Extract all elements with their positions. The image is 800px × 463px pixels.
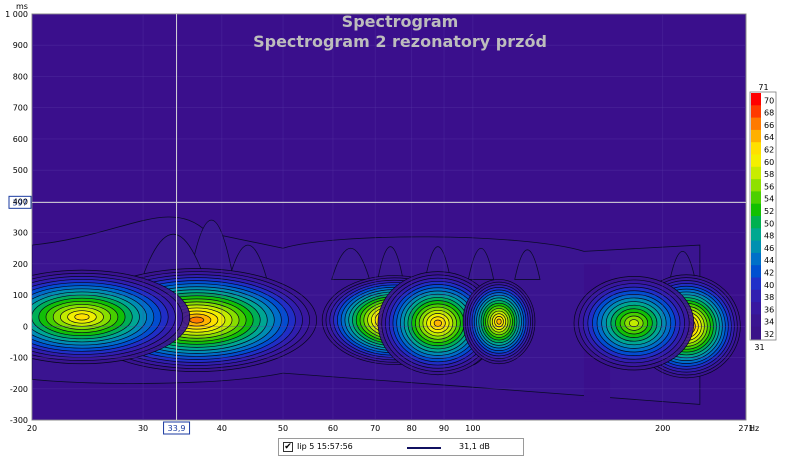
colorbar-swatch — [751, 228, 761, 242]
colorbar-tick-label: 68 — [764, 109, 774, 118]
colorbar-swatch — [751, 265, 761, 278]
cursor-x-readout-box — [163, 421, 191, 435]
y-tick-label: 300 — [13, 229, 28, 238]
colorbar-swatch — [751, 117, 761, 131]
colorbar-tick-label: 64 — [764, 133, 774, 142]
x-tick-label: 90 — [439, 424, 449, 433]
y-tick-label: -100 — [10, 354, 28, 363]
contour-ring — [74, 313, 90, 321]
y-tick-label: 500 — [13, 166, 28, 175]
colorbar-frame — [749, 91, 777, 341]
colorbar-swatch — [751, 166, 761, 180]
grid-lines — [32, 14, 746, 420]
colorbar-tick-label: 54 — [764, 195, 774, 204]
colorbar-tick-label: 50 — [764, 219, 774, 228]
colorbar-swatch — [751, 179, 761, 192]
y-axis-unit: ms — [16, 2, 28, 11]
y-tick-label: 1 000 — [5, 10, 28, 19]
colorbar: 71 70 68 66 64 62 60 58 56 54 52 50 48 46 44 42 40 38 36 34… — [749, 83, 777, 352]
colorbar-tick-label: 56 — [764, 182, 774, 191]
x-tick-label: 20 — [27, 424, 37, 433]
colorbar-tick-label: 42 — [764, 269, 774, 278]
x-tick-label: 200 — [655, 424, 670, 433]
y-tick-label: 600 — [13, 135, 28, 144]
colorbar-tick-label: 52 — [764, 207, 774, 216]
colorbar-swatch — [751, 93, 761, 106]
colorbar-swatch — [751, 277, 761, 291]
x-tick-label: 50 — [278, 424, 288, 433]
y-tick-label: 700 — [13, 104, 28, 113]
colorbar-tick-label: 38 — [764, 293, 774, 302]
x-tick-label: 80 — [407, 424, 417, 433]
colorbar-tick-label: 32 — [764, 330, 774, 339]
x-tick-label: 60 — [328, 424, 338, 433]
y-tick-label: 0 — [23, 322, 28, 331]
chart-title: Spectrogram — [342, 12, 459, 31]
x-tick-label: 271 — [738, 424, 753, 433]
axes: 1 0009008007006005004003002001000-100-20… — [5, 10, 754, 433]
x-tick-label: 30 — [138, 424, 148, 433]
x-tick-label: 40 — [217, 424, 227, 433]
colorbar-swatch — [751, 302, 761, 315]
y-tick-label: -300 — [10, 416, 28, 425]
colorbar-tick-label: 36 — [764, 305, 774, 314]
colorbar-swatch — [751, 191, 761, 205]
y-tick-label: 400 — [13, 197, 28, 206]
cursor[interactable]: 397 33,9 — [8, 14, 746, 435]
y-tick-label: 100 — [13, 291, 28, 300]
contour-ring — [189, 316, 205, 324]
plot-content — [32, 216, 741, 405]
legend-series-line — [407, 447, 441, 449]
colorbar-swatch — [751, 203, 761, 217]
colorbar-tick-label: 46 — [764, 244, 774, 253]
contour-ring — [496, 318, 502, 325]
energy-blob-5 — [462, 279, 536, 365]
colorbar-swatch — [751, 252, 761, 266]
colorbar-tick-label: 34 — [764, 318, 774, 327]
series-visibility-checkbox[interactable]: ✔ — [283, 442, 293, 452]
colorbar-swatch — [751, 240, 761, 254]
cursor-y-readout-box — [8, 195, 32, 209]
x-axis-unit: Hz — [749, 424, 759, 433]
colorbar-tick-label: 40 — [764, 281, 774, 290]
y-tick-label: 200 — [13, 260, 28, 269]
colorbar-swatch — [751, 142, 761, 155]
colorbar-tick-label: 60 — [764, 158, 774, 167]
x-tick-label: 100 — [465, 424, 480, 433]
colorbar-max-label: 71 — [758, 83, 768, 92]
contour-ring — [628, 319, 639, 328]
colorbar-swatch — [751, 129, 761, 143]
colorbar-tick-label: 58 — [764, 170, 774, 179]
colorbar-swatch — [751, 314, 761, 328]
y-tick-label: 800 — [13, 72, 28, 81]
ridge-2 — [228, 244, 268, 280]
colorbar-tick-label: 70 — [764, 96, 774, 105]
colorbar-swatch — [751, 105, 761, 119]
contour-ring — [433, 319, 442, 327]
colorbar-tick-label: 44 — [764, 256, 774, 265]
x-tick-label: 70 — [370, 424, 380, 433]
colorbar-min-label: 31 — [754, 343, 764, 352]
ridge-0 — [188, 219, 234, 280]
ridge-7 — [514, 249, 541, 280]
colorbar-tick-label: 48 — [764, 232, 774, 241]
cursor-y-readout: 397 — [12, 198, 27, 207]
y-tick-label: 900 — [13, 41, 28, 50]
y-tick-label: -200 — [10, 385, 28, 394]
colorbar-swatch — [751, 216, 761, 229]
energy-blob-7 — [573, 275, 695, 371]
colorbar-tick-label: 66 — [764, 121, 774, 130]
legend-series-value: 31,1 dB — [459, 442, 490, 451]
energy-blob-1 — [32, 269, 191, 365]
colorbar-tick-label: 62 — [764, 146, 774, 155]
colorbar-swatch — [751, 326, 761, 340]
chart-subtitle: Spectrogram 2 rezonatory przód — [253, 32, 547, 51]
colorbar-swatch — [751, 154, 761, 168]
cursor-x-readout: 33,9 — [168, 424, 186, 433]
legend-series-name: Iip 5 15:57:56 — [297, 442, 353, 451]
legend: ✔ Iip 5 15:57:56 31,1 dB — [278, 438, 524, 456]
colorbar-swatch — [751, 289, 761, 303]
